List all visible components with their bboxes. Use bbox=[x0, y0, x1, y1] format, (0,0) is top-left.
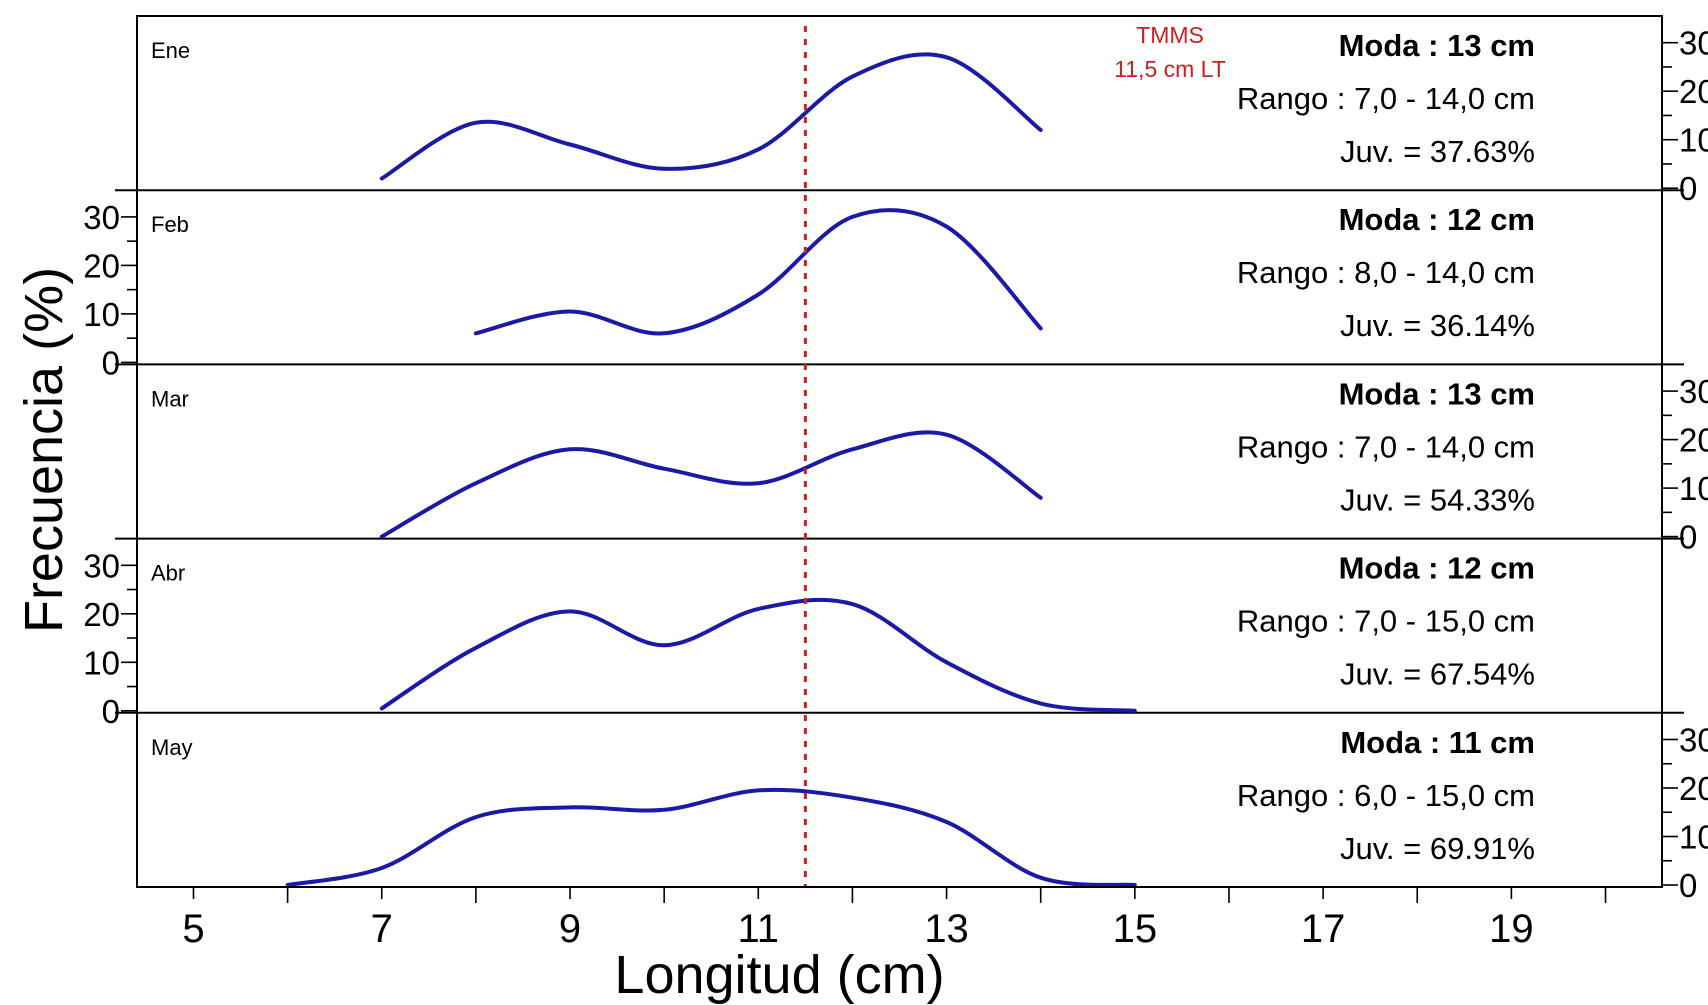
panel-juv: Juv. = 69.91% bbox=[1340, 831, 1535, 866]
y-tick-label: 10 bbox=[83, 644, 120, 681]
tmms-value-label: 11,5 cm LT bbox=[1114, 56, 1226, 82]
frame-layer bbox=[136, 15, 1663, 888]
x-tick-label: 17 bbox=[1301, 907, 1346, 951]
y-tick-label: 0 bbox=[1679, 170, 1697, 207]
y-axes: 0 10 20 30 0 10 20 30 0 10 20 30 0 10 20 30 0 10 20 30 bbox=[83, 25, 1708, 904]
y-tick-label: 30 bbox=[1679, 722, 1708, 759]
plot-frame bbox=[136, 15, 1663, 888]
y-tick-label: 30 bbox=[1679, 373, 1708, 410]
x-tick-label: 9 bbox=[559, 907, 581, 951]
curves-layer bbox=[285, 52, 1137, 887]
y-tick-label: 20 bbox=[83, 247, 120, 284]
x-axis: 5 7 9 11 13 15 17 19 bbox=[182, 887, 1607, 951]
tmms-reference-group: TMMS 11,5 cm LT bbox=[803, 22, 1226, 887]
y-tick-label: 20 bbox=[1679, 73, 1708, 110]
y-tick-label: 10 bbox=[83, 296, 120, 333]
frequency-curve-ene bbox=[379, 52, 1043, 181]
panel-rango: Rango : 7,0 - 14,0 cm bbox=[1237, 429, 1535, 464]
panel-moda: Moda : 12 cm bbox=[1339, 202, 1535, 237]
y-tick-label: 20 bbox=[83, 596, 120, 633]
frequency-curve-feb bbox=[473, 208, 1043, 336]
panel-month-label: Mar bbox=[151, 386, 189, 411]
y-tick-label: 10 bbox=[1679, 122, 1708, 159]
y-tick-label: 20 bbox=[1679, 422, 1708, 459]
y-tick-label: 10 bbox=[1679, 819, 1708, 856]
y-tick-label: 10 bbox=[1679, 470, 1708, 507]
x-tick-label: 11 bbox=[738, 907, 780, 951]
frequency-curve-mar bbox=[379, 430, 1043, 539]
y-axis-label: Frecuencia (%) bbox=[14, 267, 74, 633]
y-tick-label: 30 bbox=[1679, 25, 1708, 62]
panel-month-label: Ene bbox=[151, 38, 190, 63]
panel-month-label: Abr bbox=[151, 561, 185, 586]
y-tick-label: 0 bbox=[102, 693, 120, 730]
panel-moda: Moda : 12 cm bbox=[1339, 551, 1535, 586]
y-tick-label: 30 bbox=[83, 199, 120, 236]
panel-rango: Rango : 6,0 - 15,0 cm bbox=[1237, 778, 1535, 813]
y-tick-label: 30 bbox=[83, 547, 120, 584]
y-tick-label: 0 bbox=[1679, 519, 1697, 556]
x-tick-label: 7 bbox=[371, 907, 393, 951]
tmms-label: TMMS bbox=[1136, 22, 1204, 48]
x-axis-label: Longitud (cm) bbox=[614, 945, 944, 1005]
panel-juv: Juv. = 67.54% bbox=[1340, 657, 1535, 692]
y-tick-label: 20 bbox=[1679, 770, 1708, 807]
panel-moda: Moda : 13 cm bbox=[1339, 28, 1535, 63]
y-tick-label: 0 bbox=[1679, 867, 1697, 904]
panel-rango: Rango : 7,0 - 15,0 cm bbox=[1237, 604, 1535, 639]
x-tick-label: 5 bbox=[182, 907, 204, 951]
x-tick-label: 19 bbox=[1489, 907, 1534, 951]
frequency-curve-abr bbox=[379, 597, 1137, 713]
frequency-curve-may bbox=[285, 787, 1137, 887]
panel-moda: Moda : 11 cm bbox=[1340, 725, 1535, 760]
panels-layer: Ene Moda : 13 cm Rango : 7,0 - 14,0 cm Juv.… bbox=[115, 28, 1684, 866]
x-tick-label: 13 bbox=[924, 907, 969, 951]
panel-juv: Juv. = 37.63% bbox=[1340, 134, 1535, 169]
panel-juv: Juv. = 36.14% bbox=[1340, 308, 1535, 343]
panel-month-label: May bbox=[151, 735, 193, 760]
panel-rango: Rango : 7,0 - 14,0 cm bbox=[1237, 81, 1535, 116]
y-tick-label: 0 bbox=[102, 344, 120, 381]
panel-juv: Juv. = 54.33% bbox=[1340, 482, 1535, 517]
x-tick-label: 15 bbox=[1113, 907, 1158, 951]
panel-moda: Moda : 13 cm bbox=[1339, 376, 1535, 411]
panel-month-label: Feb bbox=[151, 212, 189, 237]
panel-rango: Rango : 8,0 - 14,0 cm bbox=[1237, 255, 1535, 290]
